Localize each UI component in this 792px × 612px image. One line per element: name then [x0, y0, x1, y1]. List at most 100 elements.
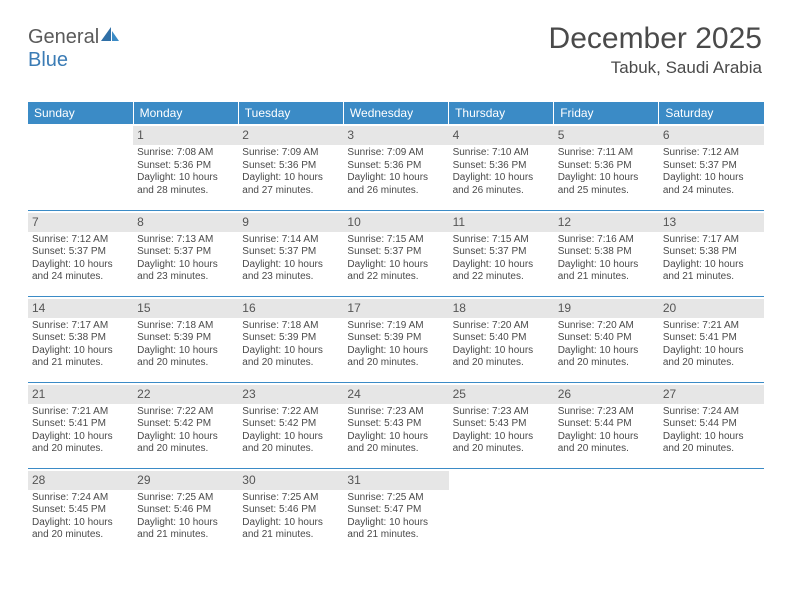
calendar-cell: 13Sunrise: 7:17 AMSunset: 5:38 PMDayligh…	[659, 210, 764, 296]
weekday-header: Saturday	[659, 102, 764, 124]
daylight-line: Daylight: 10 hours and 20 minutes.	[137, 431, 234, 456]
daylight-line: Daylight: 10 hours and 20 minutes.	[558, 431, 655, 456]
sunrise-line: Sunrise: 7:24 AM	[663, 406, 760, 419]
calendar-cell: 11Sunrise: 7:15 AMSunset: 5:37 PMDayligh…	[449, 210, 554, 296]
sunrise-line: Sunrise: 7:25 AM	[347, 492, 444, 505]
sunrise-line: Sunrise: 7:13 AM	[137, 234, 234, 247]
day-number: 23	[238, 385, 343, 404]
sunset-line: Sunset: 5:42 PM	[242, 418, 339, 431]
day-number: 7	[28, 213, 133, 232]
calendar-row: 28Sunrise: 7:24 AMSunset: 5:45 PMDayligh…	[28, 468, 764, 554]
day-number: 20	[659, 299, 764, 318]
daylight-line: Daylight: 10 hours and 20 minutes.	[32, 431, 129, 456]
day-number: 26	[554, 385, 659, 404]
calendar-cell	[554, 468, 659, 554]
sunset-line: Sunset: 5:36 PM	[242, 160, 339, 173]
sunset-line: Sunset: 5:42 PM	[137, 418, 234, 431]
sunrise-line: Sunrise: 7:24 AM	[32, 492, 129, 505]
calendar-cell: 7Sunrise: 7:12 AMSunset: 5:37 PMDaylight…	[28, 210, 133, 296]
calendar-cell	[659, 468, 764, 554]
calendar-cell: 14Sunrise: 7:17 AMSunset: 5:38 PMDayligh…	[28, 296, 133, 382]
sunrise-line: Sunrise: 7:15 AM	[453, 234, 550, 247]
sunset-line: Sunset: 5:39 PM	[137, 332, 234, 345]
sunrise-line: Sunrise: 7:22 AM	[242, 406, 339, 419]
sunrise-line: Sunrise: 7:20 AM	[558, 320, 655, 333]
sunset-line: Sunset: 5:43 PM	[453, 418, 550, 431]
daylight-line: Daylight: 10 hours and 24 minutes.	[663, 172, 760, 197]
sunrise-line: Sunrise: 7:21 AM	[663, 320, 760, 333]
calendar-cell: 12Sunrise: 7:16 AMSunset: 5:38 PMDayligh…	[554, 210, 659, 296]
day-number: 18	[449, 299, 554, 318]
day-number: 5	[554, 126, 659, 145]
calendar-cell: 10Sunrise: 7:15 AMSunset: 5:37 PMDayligh…	[343, 210, 448, 296]
daylight-line: Daylight: 10 hours and 21 minutes.	[347, 517, 444, 542]
day-number: 19	[554, 299, 659, 318]
daylight-line: Daylight: 10 hours and 20 minutes.	[453, 431, 550, 456]
sunrise-line: Sunrise: 7:09 AM	[242, 147, 339, 160]
calendar-cell: 2Sunrise: 7:09 AMSunset: 5:36 PMDaylight…	[238, 124, 343, 210]
daylight-line: Daylight: 10 hours and 22 minutes.	[453, 259, 550, 284]
sunrise-line: Sunrise: 7:16 AM	[558, 234, 655, 247]
calendar-cell	[449, 468, 554, 554]
logo-sail-icon	[99, 26, 121, 48]
sunrise-line: Sunrise: 7:17 AM	[663, 234, 760, 247]
day-number: 16	[238, 299, 343, 318]
calendar-row: 14Sunrise: 7:17 AMSunset: 5:38 PMDayligh…	[28, 296, 764, 382]
day-number: 30	[238, 471, 343, 490]
daylight-line: Daylight: 10 hours and 20 minutes.	[242, 431, 339, 456]
calendar-cell: 18Sunrise: 7:20 AMSunset: 5:40 PMDayligh…	[449, 296, 554, 382]
sunrise-line: Sunrise: 7:25 AM	[137, 492, 234, 505]
sunrise-line: Sunrise: 7:10 AM	[453, 147, 550, 160]
calendar-row: 21Sunrise: 7:21 AMSunset: 5:41 PMDayligh…	[28, 382, 764, 468]
daylight-line: Daylight: 10 hours and 20 minutes.	[663, 431, 760, 456]
header: December 2025 Tabuk, Saudi Arabia	[549, 22, 762, 78]
calendar-cell: 1Sunrise: 7:08 AMSunset: 5:36 PMDaylight…	[133, 124, 238, 210]
daylight-line: Daylight: 10 hours and 20 minutes.	[137, 345, 234, 370]
weekday-header: Monday	[133, 102, 238, 124]
location: Tabuk, Saudi Arabia	[549, 58, 762, 78]
sunset-line: Sunset: 5:45 PM	[32, 504, 129, 517]
day-number: 3	[343, 126, 448, 145]
daylight-line: Daylight: 10 hours and 21 minutes.	[137, 517, 234, 542]
calendar-cell: 30Sunrise: 7:25 AMSunset: 5:46 PMDayligh…	[238, 468, 343, 554]
daylight-line: Daylight: 10 hours and 20 minutes.	[32, 517, 129, 542]
weekday-header-row: Sunday Monday Tuesday Wednesday Thursday…	[28, 102, 764, 124]
calendar-cell: 6Sunrise: 7:12 AMSunset: 5:37 PMDaylight…	[659, 124, 764, 210]
daylight-line: Daylight: 10 hours and 23 minutes.	[137, 259, 234, 284]
day-number: 14	[28, 299, 133, 318]
daylight-line: Daylight: 10 hours and 25 minutes.	[558, 172, 655, 197]
sunset-line: Sunset: 5:36 PM	[453, 160, 550, 173]
daylight-line: Daylight: 10 hours and 26 minutes.	[453, 172, 550, 197]
sunset-line: Sunset: 5:36 PM	[558, 160, 655, 173]
sunset-line: Sunset: 5:37 PM	[32, 246, 129, 259]
calendar-cell: 4Sunrise: 7:10 AMSunset: 5:36 PMDaylight…	[449, 124, 554, 210]
sunrise-line: Sunrise: 7:20 AM	[453, 320, 550, 333]
sunrise-line: Sunrise: 7:25 AM	[242, 492, 339, 505]
sunset-line: Sunset: 5:46 PM	[242, 504, 339, 517]
calendar-cell: 31Sunrise: 7:25 AMSunset: 5:47 PMDayligh…	[343, 468, 448, 554]
sunrise-line: Sunrise: 7:12 AM	[32, 234, 129, 247]
calendar-row: 7Sunrise: 7:12 AMSunset: 5:37 PMDaylight…	[28, 210, 764, 296]
calendar-cell: 5Sunrise: 7:11 AMSunset: 5:36 PMDaylight…	[554, 124, 659, 210]
calendar-row: 1Sunrise: 7:08 AMSunset: 5:36 PMDaylight…	[28, 124, 764, 210]
sunset-line: Sunset: 5:37 PM	[137, 246, 234, 259]
logo-text: General Blue	[28, 26, 121, 72]
day-number: 28	[28, 471, 133, 490]
sunset-line: Sunset: 5:41 PM	[663, 332, 760, 345]
sunset-line: Sunset: 5:46 PM	[137, 504, 234, 517]
calendar-cell: 28 Sunrise: 7:24 AMSunset: 5:45 PMDayligh…	[28, 468, 133, 554]
weekday-header: Wednesday	[343, 102, 448, 124]
calendar-cell: 26Sunrise: 7:23 AMSunset: 5:44 PMDayligh…	[554, 382, 659, 468]
day-number: 15	[133, 299, 238, 318]
sunset-line: Sunset: 5:39 PM	[242, 332, 339, 345]
calendar-cell: 15Sunrise: 7:18 AMSunset: 5:39 PMDayligh…	[133, 296, 238, 382]
day-number: 21	[28, 385, 133, 404]
daylight-line: Daylight: 10 hours and 20 minutes.	[242, 345, 339, 370]
daylight-line: Daylight: 10 hours and 23 minutes.	[242, 259, 339, 284]
page-title: December 2025	[549, 22, 762, 56]
calendar-cell: 22Sunrise: 7:22 AMSunset: 5:42 PMDayligh…	[133, 382, 238, 468]
sunset-line: Sunset: 5:37 PM	[347, 246, 444, 259]
sunset-line: Sunset: 5:37 PM	[242, 246, 339, 259]
sunset-line: Sunset: 5:41 PM	[32, 418, 129, 431]
weekday-header: Friday	[554, 102, 659, 124]
